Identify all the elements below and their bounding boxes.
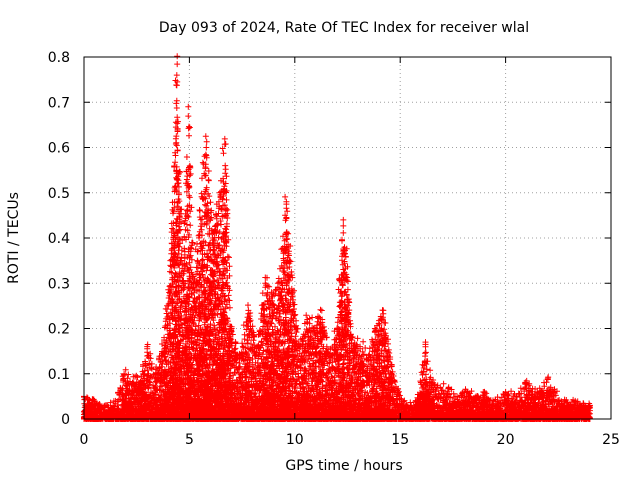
x-tick-labels: 0 5 10 15 20 25 <box>80 432 620 448</box>
axis-ticks <box>83 56 612 420</box>
y-tick-label: 0.8 <box>48 50 70 66</box>
x-axis-label: GPS time / hours <box>285 458 402 474</box>
y-tick-label: 0.5 <box>48 186 70 202</box>
y-tick-label: 0.1 <box>48 367 70 383</box>
x-tick-label: 10 <box>286 432 304 448</box>
x-tick-label: 25 <box>602 432 620 448</box>
y-tick-labels: 0 0.1 0.2 0.3 0.4 0.5 0.6 0.7 0.8 <box>48 50 70 428</box>
x-tick-label: 20 <box>497 432 515 448</box>
grid-lines <box>84 57 611 419</box>
y-tick-label: 0.2 <box>48 322 70 338</box>
y-tick-label: 0.7 <box>48 95 70 111</box>
y-tick-label: 0 <box>61 412 70 428</box>
y-tick-label: 0.6 <box>48 141 70 157</box>
chart-title: Day 093 of 2024, Rate Of TEC Index for r… <box>159 20 529 36</box>
y-tick-label: 0.4 <box>48 231 70 247</box>
y-axis-label: ROTI / TECUs <box>6 192 22 284</box>
y-tick-label: 0.3 <box>48 276 70 292</box>
x-tick-label: 15 <box>391 432 409 448</box>
x-tick-label: 5 <box>185 432 194 448</box>
x-tick-label: 0 <box>80 432 89 448</box>
